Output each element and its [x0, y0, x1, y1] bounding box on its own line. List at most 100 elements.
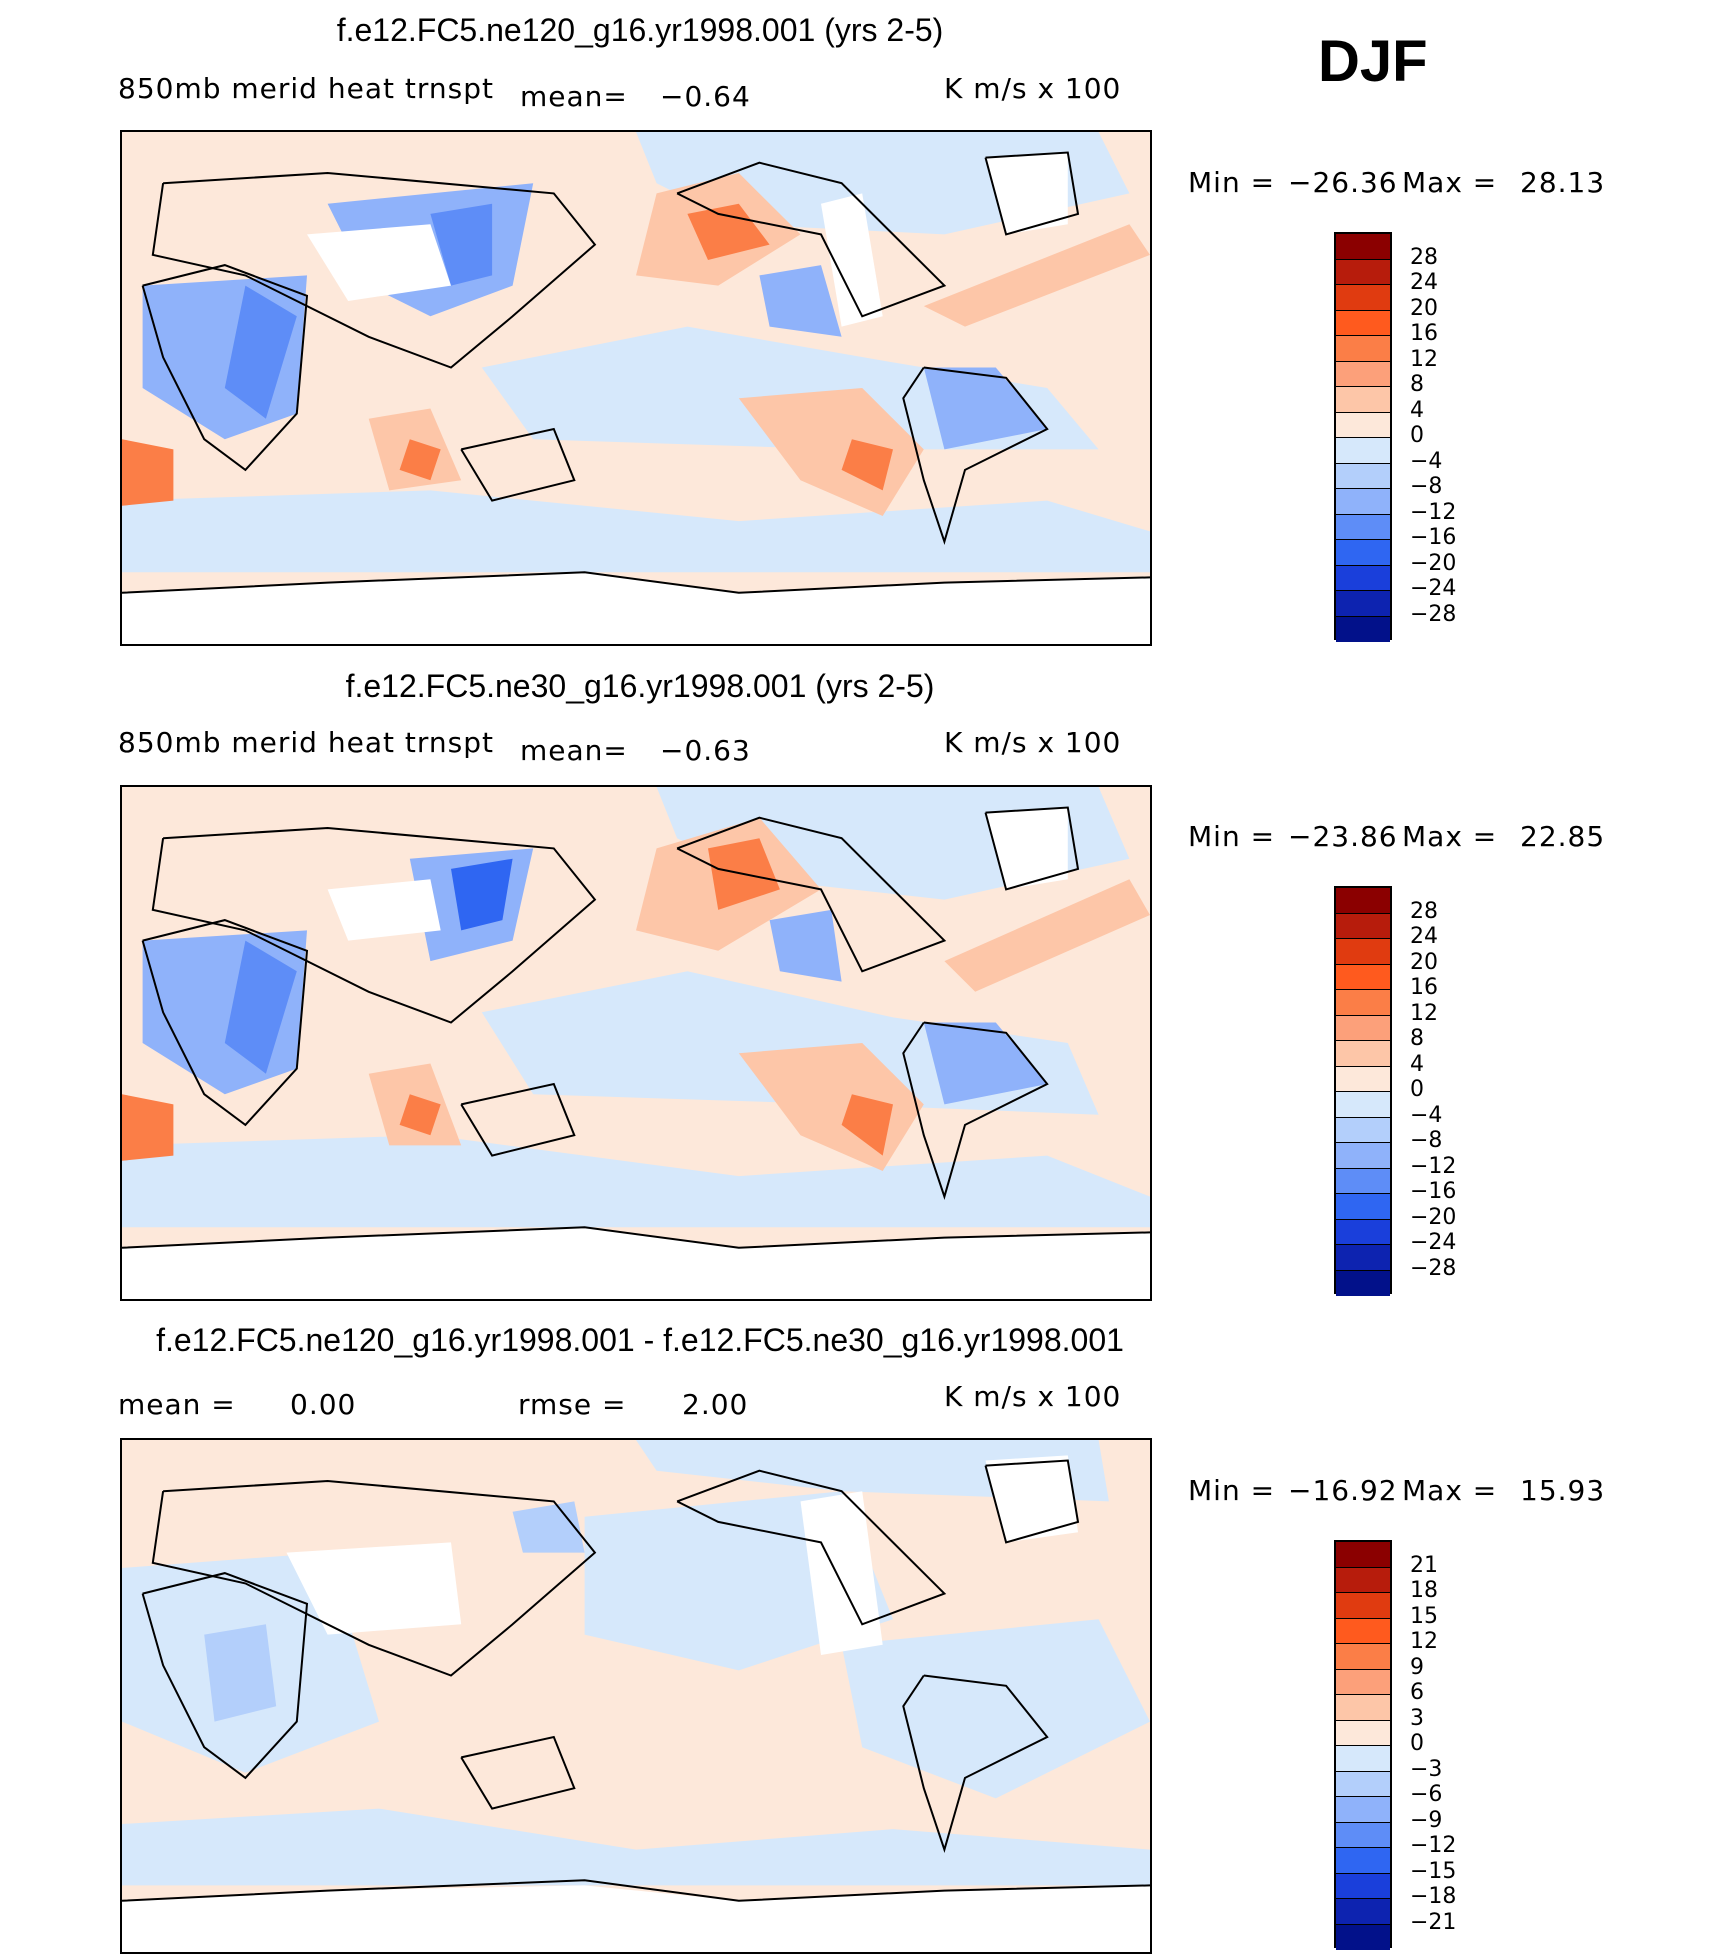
colorbar-tick-label: −6 [1410, 1782, 1443, 1807]
colorbar-segment [1336, 1219, 1390, 1245]
colorbar-segment [1336, 234, 1390, 260]
panel-1-variable-label: 850mb merid heat trnspt [118, 72, 494, 105]
colorbar-tick-label: 15 [1410, 1603, 1438, 1629]
panel-2-mean-label: mean= [520, 734, 628, 767]
panel-3-units: K m/s x 100 [944, 1380, 1122, 1413]
contour-region-9 [399, 1094, 441, 1136]
colorbar-segment [1336, 387, 1390, 413]
panel-2-colorbar [1334, 886, 1392, 1296]
colorbar-tick-label: 16 [1410, 321, 1438, 346]
contour-region-1 [122, 490, 1150, 573]
coastline-3 [676, 1469, 947, 1626]
colorbar-segment [1336, 1117, 1390, 1143]
colorbar-segment [1336, 336, 1390, 362]
contour-region-15 [923, 1022, 1048, 1105]
panel-3-mean-label: mean = [118, 1388, 236, 1421]
colorbar-tick-label: −20 [1410, 1204, 1457, 1230]
contour-region-8 [800, 1491, 883, 1655]
colorbar-tick-label: 28 [1410, 898, 1438, 924]
panel-3-colorbar [1334, 1540, 1392, 1950]
colorbar-segment [1336, 540, 1390, 566]
contour-region-16 [769, 909, 842, 982]
panel-2-mean-value: −0.63 [660, 734, 751, 767]
colorbar-segment [1336, 310, 1390, 336]
panel-1-min-value: −26.36 [1288, 166, 1398, 199]
contour-region-10 [122, 1094, 174, 1161]
colorbar-tick-label: −12 [1410, 1833, 1457, 1858]
panel-1-map [120, 130, 1152, 646]
coastline-1 [151, 171, 597, 369]
colorbar-tick-label: 4 [1410, 1051, 1424, 1077]
colorbar-segment [1336, 1848, 1390, 1874]
colorbar-tick-label: 8 [1410, 1026, 1424, 1051]
panel-2-map-field [122, 787, 1150, 1299]
contour-region-17 [327, 879, 441, 941]
colorbar-tick-label: 20 [1410, 295, 1438, 321]
contour-region-9 [985, 1455, 1078, 1543]
colorbar-tick-label: 24 [1410, 924, 1438, 949]
panel-3-map [120, 1438, 1152, 1954]
colorbar-tick-label: 9 [1410, 1654, 1424, 1680]
panel-3-rmse-label: rmse = [518, 1388, 627, 1421]
contour-region-7 [841, 1094, 893, 1156]
contour-region-5 [204, 1624, 277, 1722]
colorbar-segment [1336, 1041, 1390, 1067]
colorbar-segment [1336, 1873, 1390, 1899]
colorbar-segment [1336, 1593, 1390, 1619]
colorbar-tick-label: 20 [1410, 949, 1438, 975]
contour-region-9 [399, 439, 441, 481]
contour-region-19 [122, 1227, 1150, 1299]
coastline-5 [984, 806, 1080, 891]
colorbar-tick-label: −20 [1410, 550, 1457, 576]
panel-1-title: f.e12.FC5.ne120_g16.yr1998.001 (yrs 2-5) [336, 12, 944, 48]
colorbar-tick-label: −9 [1410, 1807, 1443, 1833]
coastline-6 [122, 571, 1150, 594]
contour-region-1 [841, 1619, 1150, 1799]
panel-1-min-label: Min = [1188, 166, 1276, 199]
colorbar-tick-label: −12 [1410, 499, 1457, 525]
contour-region-7 [841, 439, 893, 491]
panel-1-units: K m/s x 100 [944, 72, 1122, 105]
contour-region-18 [985, 807, 1068, 890]
colorbar-tick-label: −16 [1410, 1179, 1457, 1204]
colorbar-tick-label: 12 [1410, 1000, 1438, 1026]
colorbar-segment [1336, 438, 1390, 464]
colorbar-segment [1336, 888, 1390, 914]
contour-region-16 [759, 265, 842, 337]
colorbar-tick-label: 0 [1410, 423, 1424, 448]
colorbar-tick-label: 24 [1410, 270, 1438, 295]
colorbar-tick-label: −15 [1410, 1858, 1457, 1884]
season-label: DJF [1318, 29, 1428, 94]
coastline-2 [460, 1082, 576, 1157]
panel-2-title: f.e12.FC5.ne30_g16.yr1998.001 (yrs 2-5) [345, 668, 935, 704]
panel-3-max-label: Max = [1402, 1474, 1498, 1507]
colorbar-tick-label: −18 [1410, 1884, 1457, 1909]
contour-region-14 [224, 940, 297, 1074]
colorbar-segment [1336, 259, 1390, 285]
colorbar-segment [1336, 1797, 1390, 1823]
coastline-0 [141, 1572, 309, 1780]
coastline-5 [984, 1459, 1080, 1544]
panel-2-min-label: Min = [1188, 820, 1276, 853]
contour-region-10 [122, 439, 174, 506]
colorbar-segment [1336, 1822, 1390, 1848]
coastline-0 [141, 919, 309, 1127]
coastline-3 [676, 161, 947, 318]
contour-region-12 [451, 858, 513, 931]
colorbar-tick-label: −8 [1410, 474, 1443, 499]
colorbar-segment [1336, 412, 1390, 438]
colorbar-tick-label: −3 [1410, 1756, 1443, 1782]
colorbar-tick-label: 6 [1410, 1680, 1424, 1705]
panel-1-colorbar [1334, 232, 1392, 642]
contour-region-1 [122, 1135, 1150, 1228]
colorbar-segment [1336, 939, 1390, 965]
contour-region-20 [122, 572, 1150, 644]
coastline-6 [122, 1226, 1150, 1249]
colorbar-segment [1336, 913, 1390, 939]
coastline-5 [984, 151, 1080, 236]
coastline-2 [460, 427, 576, 502]
contour-region-6 [512, 1501, 585, 1553]
coastline-1 [151, 1479, 597, 1677]
colorbar-segment [1336, 1092, 1390, 1118]
colorbar-segment [1336, 489, 1390, 515]
